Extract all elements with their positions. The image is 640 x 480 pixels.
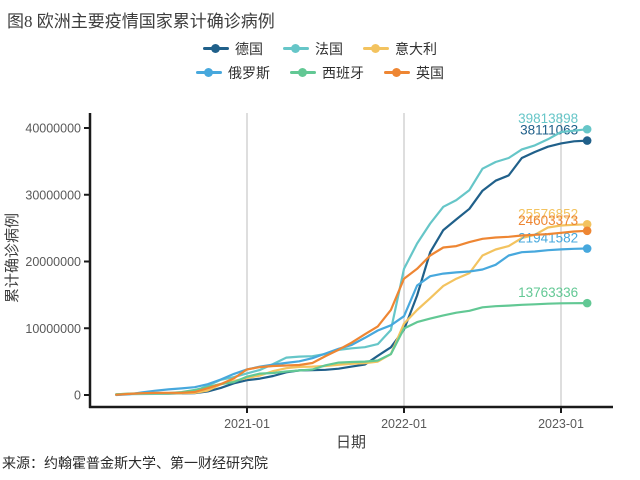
legend-item-spain: 西班牙 <box>290 63 364 83</box>
series-endpoint-uk <box>582 226 592 236</box>
series-line-spain <box>115 302 589 396</box>
legend-item-russia: 俄罗斯 <box>196 63 270 83</box>
x-tick-label-2023-01: 2023-01 <box>538 417 584 431</box>
legend-row-1: 德国 法国 意大利 <box>0 38 640 60</box>
tick-labels: 0 10000000 20000000 30000000 40000000 2021-01… <box>25 122 584 432</box>
legend-row-2: 俄罗斯 西班牙 英国 <box>0 62 640 84</box>
series-value-label-italy: 25576852 <box>518 206 578 221</box>
legend-marker-italy-icon <box>363 42 389 56</box>
y-tick-label-20000000: 20000000 <box>25 255 81 269</box>
y-tick-label-10000000: 10000000 <box>25 322 81 336</box>
legend-item-france: 法国 <box>283 39 343 59</box>
legend-item-uk: 英国 <box>384 63 444 83</box>
series-endpoint-spain <box>582 298 592 308</box>
y-axis-title: 累计确诊病例 <box>4 213 21 303</box>
legend-marker-uk-icon <box>384 66 410 80</box>
series-value-label-germany: 38111063 <box>520 123 578 138</box>
series-line-france <box>115 128 589 396</box>
x-tick-label-2022-01: 2022-01 <box>381 417 427 431</box>
series-line-uk <box>115 229 589 396</box>
y-tick-label-40000000: 40000000 <box>25 122 81 136</box>
legend-item-italy: 意大利 <box>363 39 437 59</box>
legend-label-italy: 意大利 <box>395 43 437 58</box>
series-endpoint-germany <box>582 136 592 145</box>
series-line-italy <box>115 223 589 396</box>
legend-marker-spain-icon <box>290 66 316 80</box>
series-endpoint-russia <box>582 244 592 253</box>
series-line-russia <box>115 247 589 397</box>
legend-label-russia: 俄罗斯 <box>228 67 270 82</box>
legend-label-spain: 西班牙 <box>322 67 364 82</box>
series-value-label-uk: 24603373 <box>518 213 578 228</box>
legend-item-germany: 德国 <box>203 39 263 59</box>
series-value-label-france: 39813898 <box>518 111 578 126</box>
source-note: 来源：约翰霍普金斯大学、第一财经研究院 <box>2 457 268 472</box>
series-endpoint-italy <box>582 219 592 229</box>
x-tick-label-2021-01: 2021-01 <box>224 417 270 431</box>
series-endpoint-france <box>582 124 592 134</box>
legend-label-germany: 德国 <box>235 43 263 58</box>
series-value-label-spain: 13763336 <box>518 285 578 300</box>
y-tick-label-30000000: 30000000 <box>25 188 81 202</box>
figure-title: 图8 欧洲主要疫情国家累计确诊病例 <box>7 12 275 31</box>
gridlines <box>246 113 562 407</box>
y-tick-label-0: 0 <box>74 389 81 403</box>
legend-label-france: 法国 <box>315 43 343 58</box>
x-axis-title: 日期 <box>336 434 366 451</box>
legend-marker-france-icon <box>283 42 309 56</box>
legend-label-uk: 英国 <box>416 67 444 82</box>
legend-marker-russia-icon <box>196 66 222 80</box>
series-line-germany <box>115 139 589 396</box>
legend-marker-germany-icon <box>203 42 229 56</box>
series-lines: 3811106339813898255768522194158213763336… <box>115 111 592 397</box>
